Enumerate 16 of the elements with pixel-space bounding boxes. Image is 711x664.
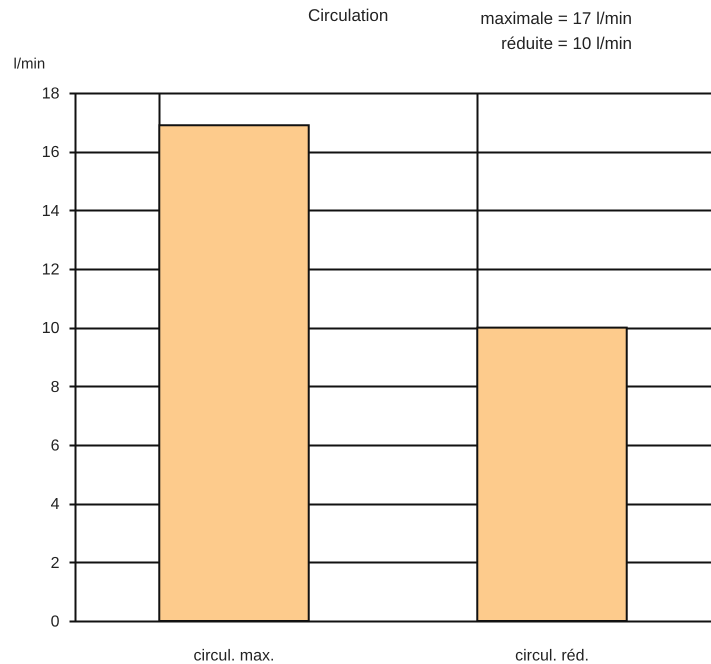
- y-tick-label: 16: [42, 144, 60, 162]
- y-tick-label: 6: [50, 438, 60, 454]
- y-tick-label: 10: [42, 320, 60, 338]
- y-tick-label: 18: [42, 86, 60, 102]
- text: réduite = 10 l/min: [500, 33, 632, 55]
- text: maximale = 17 l/min: [480, 8, 632, 30]
- x-tick-label: circul. max.: [194, 648, 274, 664]
- y-tick-label: 14: [42, 202, 60, 220]
- y-tick-label: 0: [50, 614, 60, 630]
- chart-title: Circulation: [308, 6, 388, 26]
- y-tick-label: 8: [50, 378, 60, 396]
- y-tick-label: 4: [50, 496, 60, 514]
- y-axis-title: l/min: [14, 56, 46, 72]
- x-tick-label: circul. réd.: [515, 648, 589, 664]
- y-tick-label: 2: [50, 554, 60, 572]
- y-tick-label: 12: [42, 262, 60, 278]
